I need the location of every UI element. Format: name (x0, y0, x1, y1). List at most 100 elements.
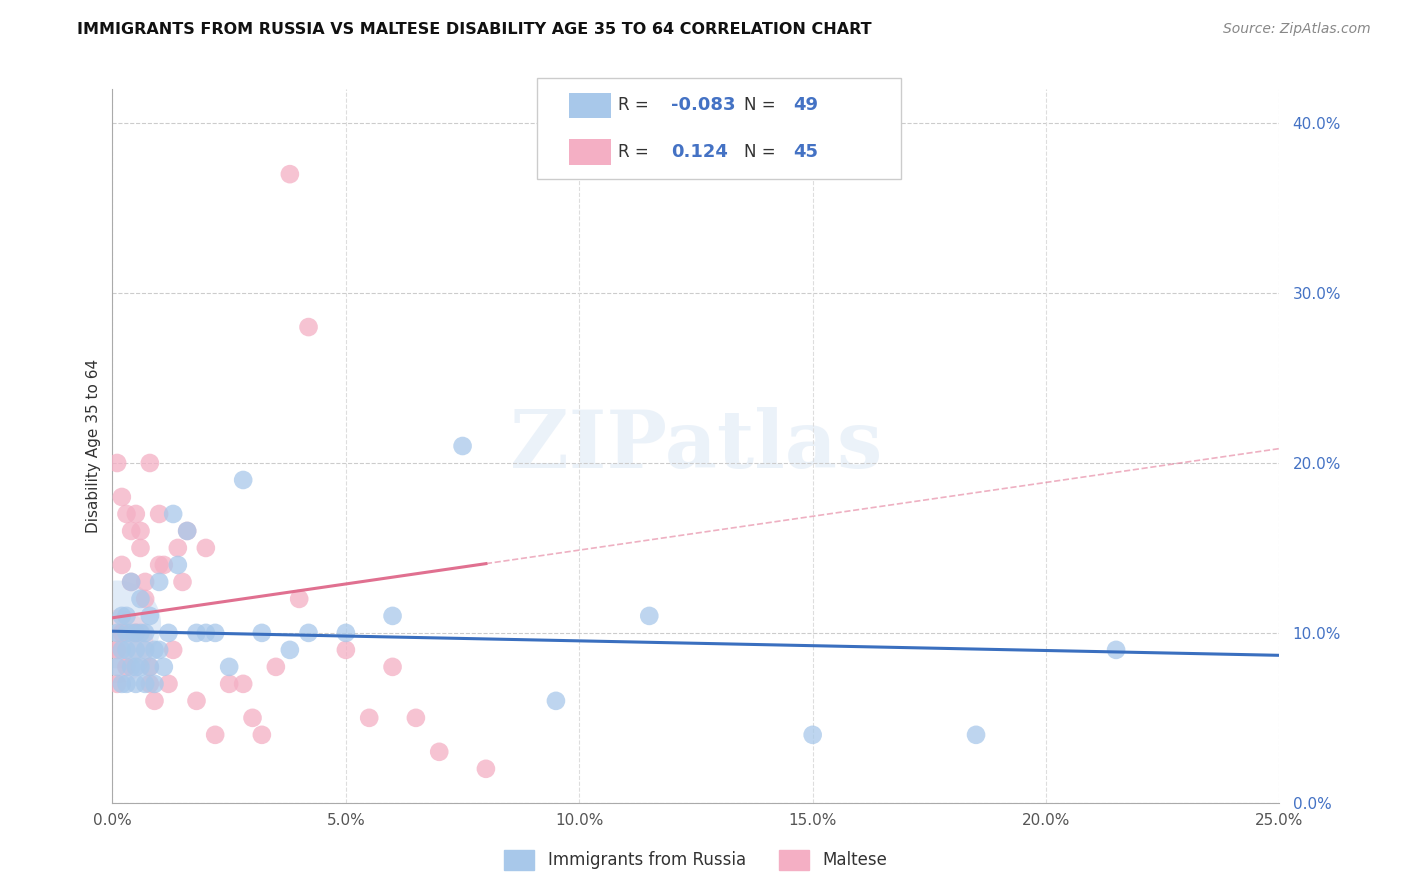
Point (1105, 643, 1128, 657)
Point (139, 660, 162, 674)
Point (176, 524, 198, 538)
Point (218, 660, 240, 674)
Text: 45: 45 (793, 143, 818, 161)
Y-axis label: Disability Age 35 to 64: Disability Age 35 to 64 (86, 359, 101, 533)
Point (232, 677, 254, 691)
Point (297, 626, 319, 640)
Point (115, 507, 138, 521)
Point (359, 711, 381, 725)
Point (162, 507, 184, 521)
Point (148, 574, 170, 589)
Point (204, 626, 226, 640)
Point (105, 617, 128, 632)
Point (162, 643, 184, 657)
Point (405, 711, 427, 725)
Text: N =: N = (744, 96, 782, 114)
Point (264, 660, 287, 674)
Point (134, 574, 156, 589)
Point (125, 677, 148, 691)
Point (125, 643, 148, 657)
Point (105, 626, 128, 640)
Point (105, 660, 128, 674)
Point (120, 626, 142, 640)
Point (166, 558, 188, 572)
Point (115, 643, 138, 657)
Point (111, 677, 134, 691)
Point (115, 626, 138, 640)
Point (139, 608, 162, 623)
Point (148, 643, 170, 657)
Point (475, 762, 498, 776)
Point (172, 574, 194, 589)
Point (186, 626, 208, 640)
Point (125, 507, 148, 521)
Point (143, 677, 166, 691)
Point (335, 643, 357, 657)
Point (250, 728, 273, 742)
Point (176, 524, 198, 538)
Point (288, 591, 311, 606)
Point (297, 320, 319, 334)
Point (194, 626, 217, 640)
Point (120, 524, 142, 538)
Point (153, 660, 176, 674)
Text: 0.124: 0.124 (671, 143, 728, 161)
Point (139, 456, 162, 470)
Point (125, 626, 148, 640)
Point (143, 694, 166, 708)
Point (125, 626, 148, 640)
Point (157, 626, 180, 640)
Point (111, 558, 134, 572)
Point (801, 728, 824, 742)
Point (381, 660, 404, 674)
Point (134, 677, 156, 691)
Point (129, 660, 152, 674)
Point (638, 608, 661, 623)
Point (335, 626, 357, 640)
Point (157, 677, 180, 691)
Point (134, 626, 156, 640)
Point (129, 541, 152, 555)
Point (250, 626, 273, 640)
Point (129, 626, 152, 640)
Point (120, 574, 142, 589)
Point (427, 745, 450, 759)
Point (148, 507, 170, 521)
Point (111, 643, 134, 657)
Point (111, 490, 134, 504)
Point (218, 677, 240, 691)
Point (544, 694, 567, 708)
Point (115, 660, 138, 674)
Text: Source: ZipAtlas.com: Source: ZipAtlas.com (1223, 22, 1371, 37)
Text: N =: N = (744, 143, 782, 161)
Point (115, 677, 138, 691)
Point (105, 456, 128, 470)
Point (129, 524, 152, 538)
Point (111, 608, 134, 623)
Text: IMMIGRANTS FROM RUSSIA VS MALTESE DISABILITY AGE 35 TO 64 CORRELATION CHART: IMMIGRANTS FROM RUSSIA VS MALTESE DISABI… (77, 22, 872, 37)
Point (134, 643, 156, 657)
Point (242, 711, 264, 725)
Legend: Immigrants from Russia, Maltese: Immigrants from Russia, Maltese (498, 843, 894, 877)
Point (105, 640, 128, 654)
Point (139, 660, 162, 674)
Text: -0.083: -0.083 (671, 96, 735, 114)
Point (105, 677, 128, 691)
Text: ZIPatlas: ZIPatlas (510, 407, 882, 485)
Point (129, 591, 152, 606)
Point (204, 728, 226, 742)
Point (965, 728, 987, 742)
Point (125, 660, 148, 674)
Text: 49: 49 (793, 96, 818, 114)
Point (278, 167, 301, 181)
Point (166, 541, 188, 555)
Text: R =: R = (617, 143, 659, 161)
Point (134, 591, 156, 606)
Point (451, 439, 474, 453)
Point (278, 643, 301, 657)
Point (186, 694, 208, 708)
Point (115, 608, 138, 623)
Point (111, 626, 134, 640)
Point (143, 643, 166, 657)
Point (139, 677, 162, 691)
